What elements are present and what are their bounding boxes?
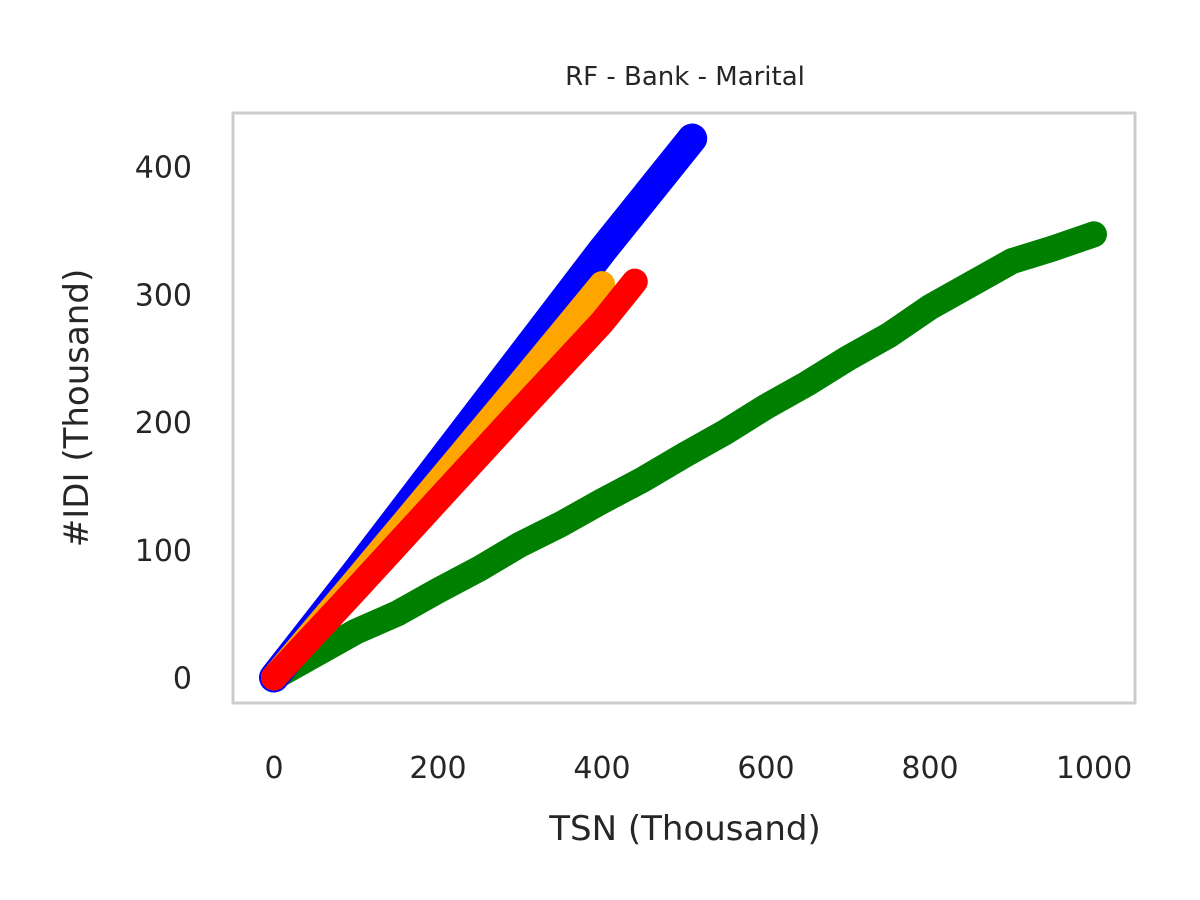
y-tick-label: 0 [173,661,192,696]
series-line-1 [261,221,1107,691]
y-tick-label: 300 [135,278,192,313]
plot-frame [231,111,1137,705]
y-tick-labels: 0 100 200 300 400 [135,151,192,697]
y-tick-label: 100 [135,534,192,569]
y-tick-label: 400 [135,151,192,186]
x-axis-label: TSN (Thousand) [548,809,820,849]
x-tick-label: 0 [264,751,283,786]
x-tick-labels: 0 200 400 600 800 1000 [264,751,1132,786]
x-tick-label: 200 [409,751,466,786]
x-tick-label: 800 [901,751,958,786]
y-tick-label: 200 [135,406,192,441]
series-line-4 [261,268,648,691]
y-axis-label: #IDI (Thousand) [57,269,97,547]
series-layer [259,123,1107,693]
x-tick-label: 400 [573,751,630,786]
chart-title: RF - Bank - Marital [565,62,805,92]
x-tick-label: 600 [737,751,794,786]
x-tick-label: 1000 [1056,751,1132,786]
